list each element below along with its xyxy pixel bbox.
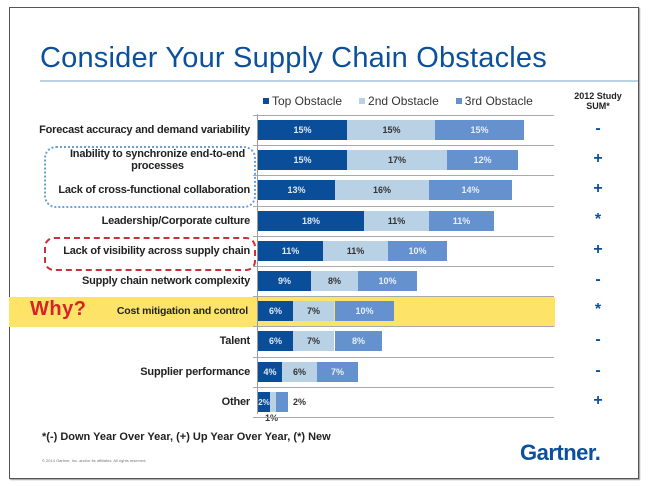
bar-label-second: 1%: [265, 413, 279, 423]
footnote: *(-) Down Year Over Year, (+) Up Year Ov…: [42, 431, 331, 443]
category-label: Leadership/Corporate culture: [101, 215, 251, 227]
study-2012-marker: -: [595, 362, 601, 379]
bar-top: 11%: [258, 241, 323, 261]
bar-third: 11%: [429, 211, 494, 231]
gridline: [253, 266, 554, 267]
study-2012-marker: +: [593, 150, 603, 167]
gridline: [253, 387, 554, 388]
category-label: Cost mitigation and control: [116, 305, 248, 317]
legend-item-top: Top Obstacle: [263, 94, 342, 108]
chart-legend: Top Obstacle 2nd Obstacle 3rd Obstacle: [263, 94, 533, 108]
bar-top: 15%: [258, 120, 347, 140]
bar-top: 18%: [258, 211, 364, 231]
study-2012-marker: *: [594, 301, 602, 318]
bar-second: 11%: [364, 211, 429, 231]
bar-top: 6%: [258, 301, 293, 321]
gridline: [253, 236, 554, 237]
study-2012-marker: +: [593, 241, 603, 258]
category-label: Other: [221, 396, 251, 408]
bar-top: 2%: [258, 392, 270, 412]
bar-second: 6%: [282, 362, 317, 382]
study-header-line1: 2012 Study: [574, 91, 622, 101]
gridline: [253, 357, 554, 358]
category-label: Lack of visibility across supply chain: [63, 245, 250, 257]
bar-second: 7%: [293, 301, 334, 321]
legend-swatch-second: [359, 98, 366, 104]
bar-second: 17%: [347, 150, 447, 170]
bar-third: 12%: [447, 150, 518, 170]
gridline: [253, 417, 554, 418]
category-label: Lack of cross-functional collaboration: [58, 184, 250, 196]
category-label: Inability to synchronize end-to-end proc…: [69, 148, 246, 172]
bar-third: 10%: [358, 271, 417, 291]
gridline: [253, 175, 554, 176]
study-column-header: 2012 Study SUM*: [568, 91, 628, 111]
title-underline: [40, 80, 638, 82]
bar-third: 8%: [335, 331, 382, 351]
gridline: [253, 296, 554, 297]
bar-second: 16%: [335, 180, 429, 200]
bar-second: 8%: [311, 271, 358, 291]
bar-top: 15%: [258, 150, 347, 170]
gridline: [253, 115, 554, 116]
category-label: Supplier performance: [140, 366, 250, 378]
bar-label-third: 2%: [293, 397, 307, 407]
study-2012-marker: +: [593, 392, 603, 409]
category-label: Forecast accuracy and demand variability: [39, 124, 250, 136]
study-2012-marker: *: [594, 211, 602, 228]
copyright: © 2014 Gartner, Inc. and/or its affiliat…: [42, 458, 147, 463]
why-annotation: Why?: [30, 298, 87, 320]
y-axis-line: [257, 114, 258, 414]
bar-third: 10%: [388, 241, 447, 261]
bar-third: 15%: [435, 120, 524, 140]
study-header-line2: SUM*: [586, 101, 610, 111]
category-label: Supply chain network complexity: [81, 275, 250, 287]
red-dashed-group-outline: [44, 237, 256, 271]
bar-third: 14%: [429, 180, 512, 200]
gridline: [253, 326, 554, 327]
bar-second: 7%: [293, 331, 334, 351]
bar-third: 10%: [335, 301, 394, 321]
category-label: Talent: [219, 335, 251, 347]
bar-top: 13%: [258, 180, 335, 200]
bar-second: 15%: [347, 120, 436, 140]
legend-swatch-top: [263, 98, 269, 104]
bar-third: [276, 392, 288, 412]
study-2012-marker: -: [595, 271, 601, 288]
legend-label-second: 2nd Obstacle: [368, 94, 439, 108]
bar-third: 7%: [317, 362, 358, 382]
gridline: [253, 145, 554, 146]
study-2012-marker: -: [595, 331, 601, 348]
bar-second: 11%: [323, 241, 388, 261]
study-2012-marker: -: [595, 120, 601, 137]
legend-item-third: 3rd Obstacle: [455, 94, 533, 108]
blue-dotted-group-outline: [44, 146, 256, 208]
gridline: [253, 206, 554, 207]
legend-item-second: 2nd Obstacle: [359, 94, 439, 108]
gartner-logo: Gartner.: [520, 440, 601, 465]
legend-label-top: Top Obstacle: [272, 94, 343, 108]
bar-top: 6%: [258, 331, 293, 351]
bar-top: 4%: [258, 362, 282, 382]
legend-label-third: 3rd Obstacle: [464, 94, 533, 108]
legend-swatch-third: [455, 98, 462, 104]
slide-title: Consider Your Supply Chain Obstacles: [40, 42, 547, 74]
bar-second: [270, 392, 276, 412]
bar-top: 9%: [258, 271, 311, 291]
study-2012-marker: +: [593, 180, 603, 197]
